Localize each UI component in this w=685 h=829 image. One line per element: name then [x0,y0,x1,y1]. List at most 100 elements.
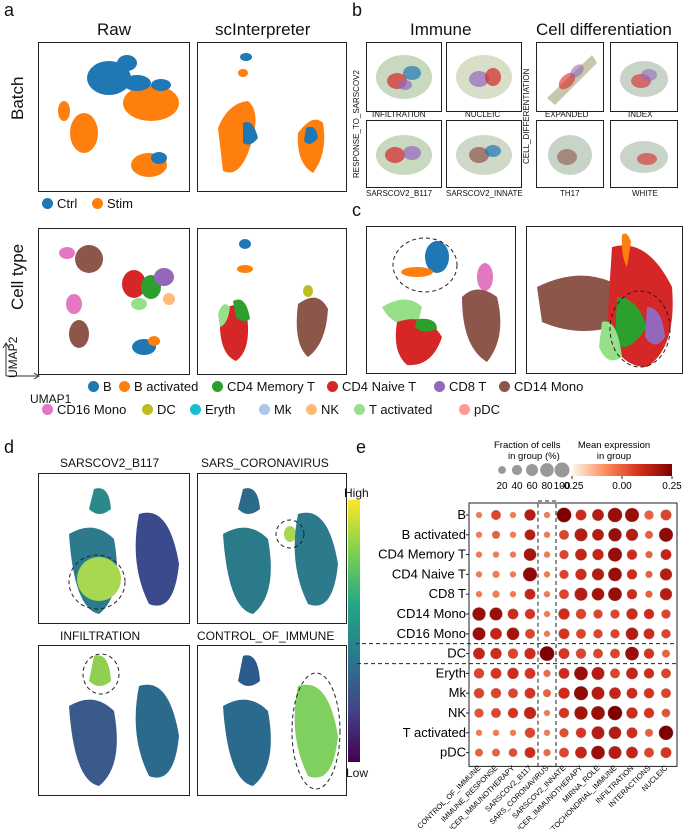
stim-swatch [92,198,103,209]
dot [524,747,536,759]
dot [643,648,655,659]
color-legend-tick: 0.25 [662,481,682,492]
dot [490,647,502,660]
dot [625,627,639,641]
d-title-1: SARSCOV2_B117 [60,456,160,470]
b-label-index: INDEX [628,110,653,119]
dot [591,686,605,700]
dot [661,629,671,639]
dot [659,588,673,601]
dot [610,648,620,659]
batch-row-label: Batch [8,76,27,120]
legend-pdc: pDC [459,402,500,417]
panel-label-c: c [352,200,361,220]
dot [507,707,519,719]
swatch-cd16-mono [42,404,53,415]
d-umap-4-plot [223,655,341,790]
c-umap-raw [366,226,516,374]
dot [607,705,623,721]
panel-label-d: d [4,437,15,457]
dot [524,588,536,600]
dot [591,706,605,720]
dot [575,509,587,521]
b-mini-plot-5 [376,135,432,175]
b-mini-th17 [536,120,604,188]
dot [559,728,569,738]
dot [574,666,588,681]
row-label: CD4 Memory T [378,547,466,562]
dot [558,667,570,679]
umap-sci-batch-plot [218,53,325,173]
size-legend-dot [525,463,539,477]
dot [524,667,536,679]
b-mini-nucleic [446,42,522,112]
dot [559,529,569,540]
dot [507,667,519,680]
legend-cd14-mono-label: CD14 Mono [514,379,584,394]
legend-cd4-naive-t: CD4 Naive T [327,379,416,394]
dot [661,688,671,699]
dot [475,511,483,519]
umap-raw-celltype-plot [59,245,175,355]
dot [626,549,638,560]
highlight-column-box [537,500,557,767]
b-mini-index [610,42,678,112]
d-umap-2 [197,473,347,624]
size-legend-title: Fraction of cells [494,440,561,451]
b-label-sarscov2-b117: SARSCOV2_B117 [366,189,433,198]
raw-title: Raw [97,20,132,39]
dot [490,687,502,699]
dot [575,727,587,739]
swatch-cd8-t [434,381,445,392]
umap-raw-celltype [38,228,190,375]
response-ylabel: RESPONSE_TO_SARSCOV2 [352,70,361,178]
c-umap-raw-plot [382,237,501,366]
dot [559,747,569,758]
dot [661,708,671,718]
dot [575,548,587,561]
umap1-label: UMAP1 [30,392,72,406]
dot [626,707,638,719]
size-legend-title-2: in group (%) [508,451,560,462]
b-label-white: WHITE [632,189,658,198]
dot [491,510,501,520]
dot [661,668,671,679]
swatch-t-activated [354,404,365,415]
legend-cd16-mono-label: CD16 Mono [57,402,127,417]
dot [610,668,620,679]
legend-dc-label: DC [157,402,176,417]
dot [625,646,639,661]
b-label-nucleic: NUCLEIC [465,110,501,119]
dot [593,609,603,619]
dot [475,729,483,737]
dot [491,530,501,539]
b-mini-plot-8 [620,141,668,173]
dot [608,746,622,760]
dot [524,529,536,541]
dot [543,748,551,757]
b-label-sarscov2-innate: SARSCOV2_INNATE [446,189,523,198]
dot [575,568,587,581]
dot [489,607,503,621]
size-legend-dot [540,463,554,477]
dot [558,648,570,660]
dot [659,568,673,581]
dot [610,609,620,619]
dot [558,608,570,620]
dot [591,726,605,740]
dot [593,629,603,639]
dot [591,745,605,760]
dot [522,567,538,582]
dot [558,628,570,640]
d-title-4: CONTROL_OF_IMMUNE [197,629,335,643]
dot [542,689,552,698]
umap-sci-celltype [197,228,347,375]
dot [492,590,500,598]
dot [576,628,586,639]
d-umap-4 [197,645,347,796]
dot [610,629,620,639]
dot [543,511,551,519]
legend-cd14-mono: CD14 Mono [499,379,583,394]
color-legend-tick: 0.00 [612,481,632,492]
dot [575,648,587,659]
